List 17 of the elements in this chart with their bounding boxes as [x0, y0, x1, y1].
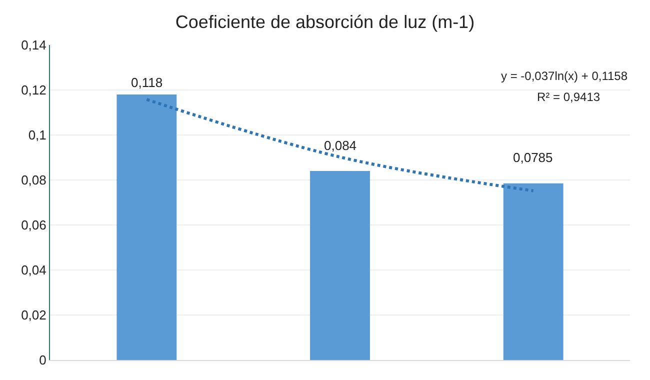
annotation: R² = 0,9413 — [537, 90, 600, 104]
bar — [503, 183, 564, 360]
y-tick-label: 0,14 — [21, 38, 46, 53]
data-label: 0,118 — [131, 75, 163, 90]
bar — [310, 171, 370, 360]
y-tick-label: 0,1 — [28, 128, 46, 143]
y-tick-label: 0,12 — [21, 82, 46, 98]
data-label: 0,0785 — [513, 150, 553, 165]
annotation: y = -0,037ln(x) + 0,1158 — [501, 69, 628, 83]
y-tick-label: 0,08 — [21, 172, 46, 188]
bar — [116, 94, 177, 360]
chart-title: Coeficiente de absorción de luz (m-1) — [175, 12, 475, 32]
y-tick-label: 0,04 — [21, 262, 46, 278]
y-tick-label: 0 — [39, 352, 46, 368]
y-tick-label: 0,06 — [21, 218, 46, 233]
y-tick-label: 0,02 — [21, 308, 46, 323]
data-label: 0,084 — [324, 138, 357, 153]
